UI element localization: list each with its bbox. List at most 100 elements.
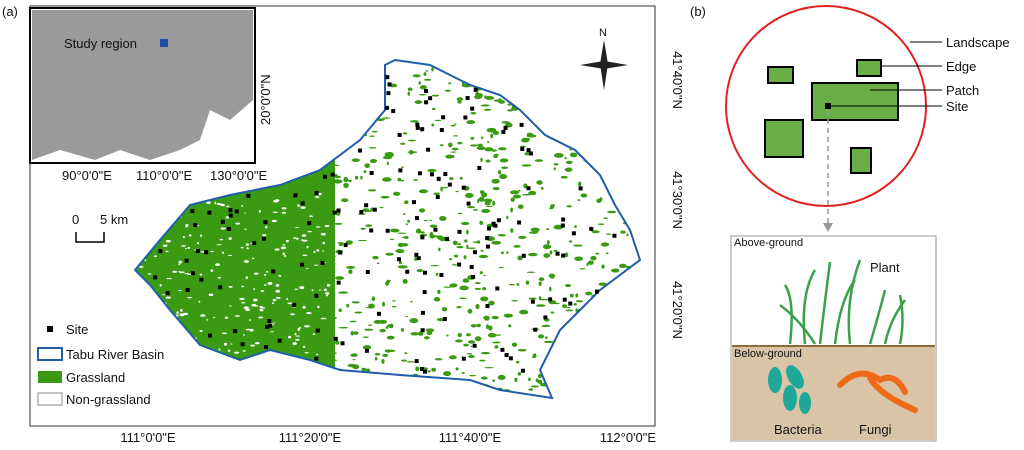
grass-speck: [433, 192, 440, 196]
nongrass-speck: [313, 264, 319, 266]
grass-speck: [397, 179, 405, 182]
grass-speck: [531, 356, 536, 359]
nongrass-speck: [206, 319, 209, 321]
grass-speck: [553, 249, 558, 252]
site: [185, 288, 190, 293]
grass-speck: [418, 93, 427, 96]
site: [466, 201, 471, 206]
site: [417, 171, 422, 176]
grass-speck: [332, 164, 340, 167]
grass-speck: [480, 296, 489, 302]
inset-y-label: 20°0'0"N: [258, 74, 273, 125]
grass-speck: [381, 358, 385, 364]
grass-speck: [564, 156, 567, 160]
site: [264, 345, 269, 350]
nongrass-speck: [184, 273, 190, 275]
site: [519, 122, 524, 127]
x-label: 112°0'0"E: [600, 430, 656, 445]
nongrass-speck: [228, 305, 232, 307]
site: [568, 301, 573, 306]
nongrass-speck: [287, 302, 293, 305]
grass-speck: [360, 227, 366, 230]
grass-speck: [488, 300, 495, 306]
nongrass-speck: [228, 237, 232, 240]
scale-bar: [75, 232, 105, 243]
nongrass-speck: [218, 348, 221, 351]
grass-speck: [352, 358, 356, 361]
grass-speck: [368, 146, 377, 149]
grass-speck: [386, 154, 394, 158]
grass-speck: [569, 240, 573, 243]
nongrass-speck: [200, 314, 206, 317]
grass-speck: [425, 70, 429, 72]
site: [377, 311, 382, 316]
grass-speck: [457, 100, 462, 104]
grass-speck: [362, 336, 369, 338]
site: [439, 128, 444, 133]
grass-speck: [466, 229, 469, 235]
grass-speck: [328, 262, 336, 265]
inset-marker: [160, 39, 168, 47]
nongrass-speck: [270, 331, 274, 333]
nongrass-speck: [292, 342, 297, 345]
grass-speck: [369, 135, 375, 137]
legend-basin: [37, 347, 63, 361]
grass-speck: [327, 254, 336, 259]
grass-speck: [506, 215, 509, 220]
grass-speck: [618, 263, 627, 268]
grass-speck: [354, 311, 363, 314]
grass-speck: [347, 363, 356, 368]
site: [589, 226, 594, 231]
site: [433, 227, 438, 232]
grass-speck: [569, 152, 578, 158]
nongrass-speck: [284, 254, 286, 258]
grass-speck: [412, 74, 421, 78]
site: [204, 250, 209, 255]
grass-speck: [469, 144, 479, 147]
grass-speck: [525, 280, 530, 285]
grass-speck: [590, 255, 597, 261]
site: [228, 213, 233, 218]
nongrass-speck: [282, 244, 286, 246]
grass-speck: [431, 123, 435, 127]
panel-label: (b): [690, 4, 706, 19]
nongrass-speck: [215, 263, 220, 266]
grass-speck: [538, 296, 542, 301]
nongrass-speck: [246, 247, 249, 250]
grass-speck: [566, 205, 572, 208]
grass-speck: [343, 182, 349, 189]
site: [477, 165, 482, 170]
grass-speck: [440, 186, 443, 192]
grass-speck: [550, 311, 555, 314]
nongrass-speck: [278, 275, 282, 277]
grass-speck: [510, 197, 515, 202]
site: [369, 228, 374, 233]
nongrass-speck: [178, 263, 181, 265]
grass-speck: [483, 108, 492, 111]
nongrass-speck: [318, 192, 322, 196]
grass-speck: [350, 353, 358, 358]
grass-speck: [500, 251, 504, 255]
grass-speck: [460, 221, 470, 226]
grass-speck: [587, 260, 594, 265]
nongrass-speck: [214, 201, 217, 205]
grass-speck: [483, 198, 493, 203]
grass-speck: [491, 149, 498, 152]
nongrass-speck: [210, 269, 214, 272]
nongrass-speck: [233, 351, 240, 354]
grass-speck: [511, 299, 518, 302]
nongrass-speck: [178, 290, 182, 292]
grass-speck: [429, 224, 438, 228]
site: [300, 262, 305, 267]
nongrass-speck: [165, 296, 171, 299]
site: [471, 274, 476, 279]
grass-speck: [453, 123, 457, 125]
site: [323, 174, 328, 179]
nongrass-speck: [295, 335, 300, 337]
grass-speck: [431, 367, 437, 372]
grass-speck: [367, 189, 377, 192]
nongrass-speck: [326, 294, 329, 297]
grass-speck: [387, 324, 394, 328]
grass-speck: [407, 151, 418, 154]
nongrass-speck: [323, 288, 327, 292]
